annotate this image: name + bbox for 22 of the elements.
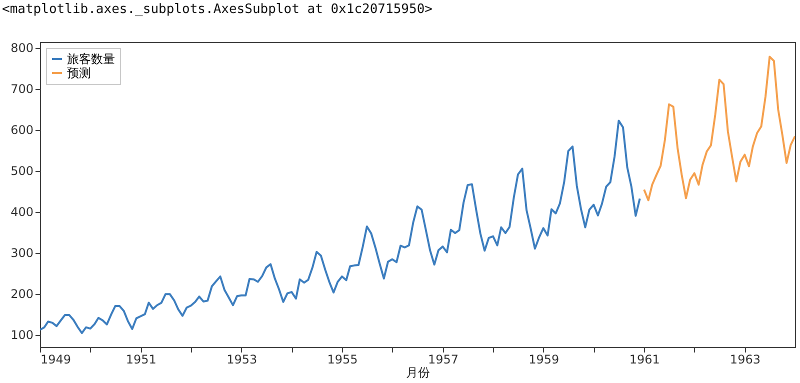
x-axis-title: 月份 (406, 366, 430, 380)
x-tick-label: 1959 (528, 352, 560, 366)
legend-label: 预测 (67, 66, 91, 80)
y-tick-label: 400 (10, 205, 34, 220)
x-tick-label: 1953 (226, 352, 258, 366)
y-tick-label: 300 (10, 246, 34, 260)
x-tick-label: 1957 (428, 352, 458, 366)
y-tick-label: 600 (10, 123, 34, 138)
y-tick-label: 100 (10, 328, 34, 342)
y-tick-label: 500 (10, 164, 34, 178)
x-tick-label: 1949 (40, 352, 72, 366)
line-series (40, 120, 641, 334)
y-tick-label: 200 (10, 287, 34, 302)
x-tick-label: 1963 (730, 352, 760, 366)
x-tick-label: 1951 (126, 352, 156, 366)
x-tick-label: 1955 (327, 352, 358, 366)
x-tick-label: 1961 (629, 352, 660, 366)
line-series (643, 56, 795, 202)
y-tick-label: 800 (10, 41, 34, 56)
y-tick-label: 700 (10, 82, 34, 96)
text: <matplotlib.axes._subplots.AxesSubplot at 0x1c20715950> (2, 2, 432, 17)
legend-label: 旅客数量 (67, 52, 115, 66)
